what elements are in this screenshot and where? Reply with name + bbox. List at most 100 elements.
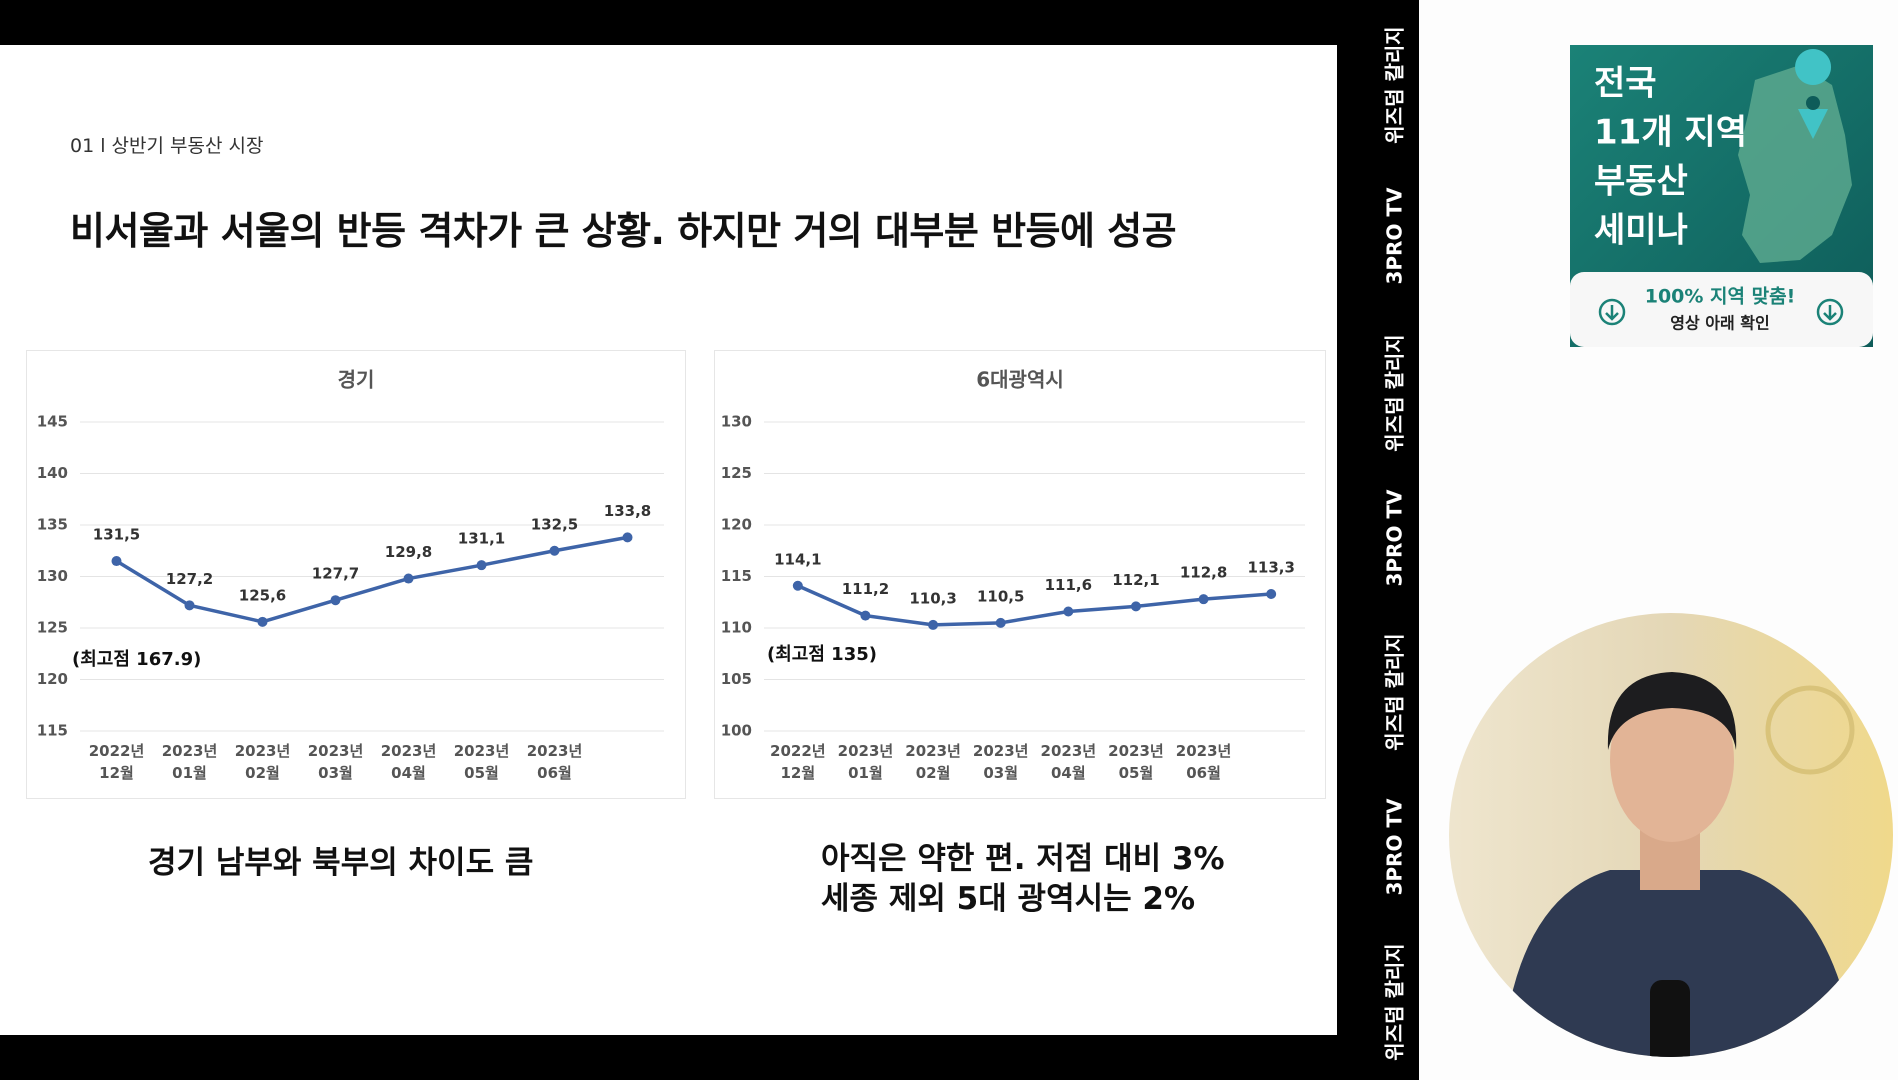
strip-label: 3PRO TV bbox=[1383, 187, 1407, 285]
x-tick-label: 2023년 04월 bbox=[1040, 742, 1097, 782]
data-point bbox=[1198, 594, 1209, 605]
data-point bbox=[1266, 589, 1277, 600]
data-point bbox=[403, 573, 414, 584]
y-tick-label: 110 bbox=[721, 619, 752, 637]
x-tick-label: 2023년 04월 bbox=[380, 742, 437, 782]
x-tick-label: 2023년 02월 bbox=[234, 742, 291, 782]
section-label: 01 l 상반기 부동산 시장 bbox=[70, 135, 264, 157]
chart-panel: 경기 115 120 125 130 135 140 145 131,5 127,2 125,6 12… bbox=[26, 350, 686, 799]
data-label: 133,8 bbox=[604, 502, 651, 520]
y-tick-label: 125 bbox=[37, 619, 68, 637]
x-tick-label: 2023년 02월 bbox=[905, 742, 961, 782]
y-tick-label: 145 bbox=[37, 413, 68, 431]
side-strip: 위즈덤 칼리지 3PRO TV 위즈덤 칼리지 3PRO TV 위즈덤 칼리지 3PRO … bbox=[1383, 26, 1407, 1060]
banner-title: 세미나 bbox=[1594, 211, 1688, 251]
chart-panel: 6대광역시 100 105 110 115 120 125 130 114,1 111,2 110,… bbox=[714, 350, 1326, 799]
x-tick-label: 2023년 03월 bbox=[307, 742, 364, 782]
data-point bbox=[1130, 601, 1141, 612]
strip-label: 3PRO TV bbox=[1383, 798, 1407, 896]
data-label: 125,6 bbox=[239, 586, 286, 604]
data-point bbox=[330, 595, 341, 606]
banner-title: 부동산 bbox=[1594, 162, 1688, 202]
x-tick-label: 2023년 05월 bbox=[453, 742, 510, 782]
slide-title: 비서울과 서울의 반등 격차가 큰 상황. 하지만 거의 대부분 반등에 성공 bbox=[70, 209, 1177, 253]
strip-label: 위즈덤 칼리지 bbox=[1383, 334, 1407, 451]
y-tick-label: 115 bbox=[37, 722, 68, 740]
x-tick-label: 2023년 01월 bbox=[161, 742, 218, 782]
series-line bbox=[115, 535, 628, 624]
strip-label: 3PRO TV bbox=[1383, 489, 1407, 587]
y-tick-label: 125 bbox=[721, 464, 752, 482]
annotation: (최고점 167.9) bbox=[72, 649, 202, 670]
annotation: (최고점 135) bbox=[767, 644, 877, 665]
data-point bbox=[111, 556, 122, 567]
data-label: 131,5 bbox=[93, 526, 140, 544]
strip-label: 위즈덤 칼리지 bbox=[1383, 633, 1407, 750]
data-point bbox=[792, 580, 803, 591]
data-point bbox=[184, 600, 195, 611]
data-label: 127,2 bbox=[166, 570, 213, 588]
data-point bbox=[476, 560, 487, 571]
x-tick-label: 2023년 06월 bbox=[1175, 742, 1232, 782]
x-tick-label: 2023년 05월 bbox=[1108, 742, 1164, 782]
arrow-icon bbox=[1823, 305, 1837, 321]
microphone bbox=[1650, 980, 1690, 1057]
data-label: 113,3 bbox=[1247, 559, 1294, 577]
data-point bbox=[860, 610, 871, 621]
data-label: 110,3 bbox=[909, 589, 956, 607]
strip-label: 위즈덤 칼리지 bbox=[1383, 26, 1407, 143]
banner-note: 영상 아래 확인 bbox=[1670, 314, 1769, 333]
chart: 경기 115 120 125 130 135 140 145 131,5 127,2 125,6 12… bbox=[37, 368, 664, 740]
data-point bbox=[257, 616, 268, 627]
data-label: 129,8 bbox=[385, 543, 432, 561]
strip-label: 위즈덤 칼리지 bbox=[1383, 943, 1407, 1060]
x-tick-label: 2023년 03월 bbox=[972, 742, 1029, 782]
map-pin-hole bbox=[1806, 96, 1820, 110]
data-label: 114,1 bbox=[774, 550, 821, 568]
data-point bbox=[928, 619, 939, 630]
chart-title: 6대광역시 bbox=[976, 368, 1064, 392]
y-tick-label: 140 bbox=[37, 464, 68, 482]
data-label: 132,5 bbox=[531, 515, 578, 533]
y-tick-label: 130 bbox=[37, 567, 68, 585]
arrow-icon bbox=[1605, 305, 1619, 321]
map-pin bbox=[1795, 49, 1832, 139]
data-label: 112,1 bbox=[1112, 571, 1159, 589]
data-point bbox=[995, 617, 1006, 628]
caption: 세종 제외 5대 광역시는 2% bbox=[821, 881, 1196, 917]
x-tick-label: 2022년 12월 bbox=[770, 742, 826, 782]
data-label: 111,6 bbox=[1045, 576, 1092, 594]
data-point bbox=[549, 545, 560, 556]
arrow-icon bbox=[1816, 298, 1844, 326]
person-face bbox=[1610, 678, 1734, 842]
webcam bbox=[1449, 613, 1893, 1057]
x-tick-label: 2022년 12월 bbox=[88, 742, 145, 782]
data-label: 111,2 bbox=[842, 580, 889, 598]
banner-title: 11개 지역 bbox=[1594, 113, 1747, 153]
person-shirt bbox=[1500, 870, 1860, 1057]
banner-tagline: 100% 지역 맞춤! bbox=[1645, 286, 1796, 308]
y-tick-label: 120 bbox=[37, 670, 68, 688]
data-point bbox=[622, 532, 633, 543]
series-line bbox=[797, 584, 1272, 627]
person-hair bbox=[1607, 672, 1737, 750]
banner-title: 전국 bbox=[1594, 64, 1657, 104]
data-label: 127,7 bbox=[312, 565, 359, 583]
emblem bbox=[1765, 685, 1855, 775]
y-tick-label: 120 bbox=[721, 516, 752, 534]
caption: 경기 남부와 북부의 차이도 큼 bbox=[148, 845, 534, 881]
data-label: 112,8 bbox=[1180, 564, 1227, 582]
x-tick-label: 2023년 01월 bbox=[837, 742, 894, 782]
chart-title: 경기 bbox=[338, 368, 375, 392]
caption: 아직은 약한 편. 저점 대비 3% bbox=[821, 841, 1225, 877]
data-point bbox=[1063, 606, 1074, 617]
chart: 6대광역시 100 105 110 115 120 125 130 114,1 111,2 110,… bbox=[721, 368, 1305, 740]
y-tick-label: 130 bbox=[721, 413, 752, 431]
banner-bottom bbox=[1570, 272, 1873, 347]
data-label: 131,1 bbox=[458, 530, 505, 548]
y-tick-label: 135 bbox=[37, 516, 68, 534]
y-tick-label: 115 bbox=[721, 567, 752, 585]
data-label: 110,5 bbox=[977, 587, 1024, 605]
